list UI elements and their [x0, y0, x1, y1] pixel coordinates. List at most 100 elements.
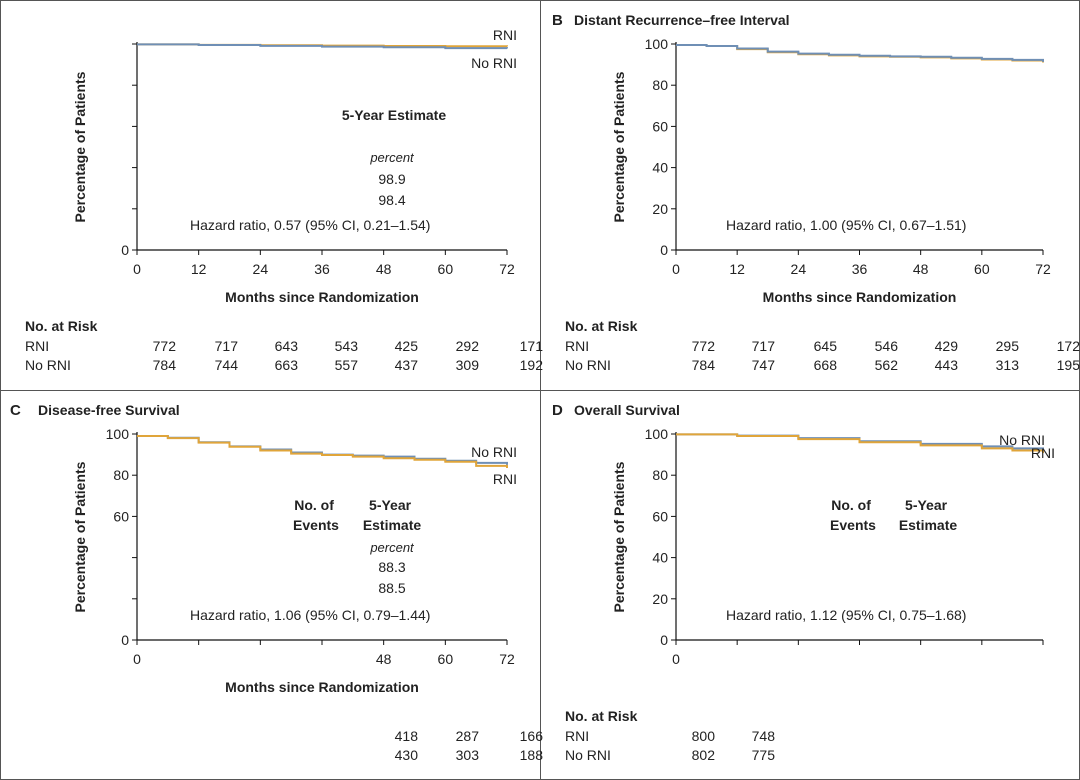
panel-a-risk-cell: 772: [152, 338, 176, 354]
panel-a-risk-cell: 192: [519, 357, 543, 373]
panel-b-x-tick-label: 36: [852, 261, 868, 277]
panel-d-letter: D: [552, 402, 563, 419]
panel-c-series-rni-line: [137, 435, 508, 468]
panel-d-hazard-ratio: Hazard ratio, 1.12 (95% CI, 0.75–1.68): [726, 607, 966, 623]
panel-d-risk-row: RNI 800 748: [565, 728, 1060, 747]
panel-a-x-tick-label: 0: [133, 261, 141, 277]
panel-d-risk-cell: 802: [691, 747, 715, 763]
panel-a-risk-cell: 309: [455, 357, 479, 373]
panel-b-y-tick-label: 0: [660, 242, 668, 258]
panel-c-legend-col1-header-line2: Events: [293, 517, 339, 533]
panel-c-risk-title: [25, 708, 520, 728]
panel-b-x-tick-label: 60: [974, 261, 990, 277]
panel-b-risk-cell: 772: [691, 338, 715, 354]
panel-c-legend-value-no-rni: 88.3: [378, 559, 405, 575]
panel-c-legend-col1-header: No. of Events: [293, 497, 339, 533]
panel-d-risk-table: No. at Risk RNI 800 748 No RNI 802 775: [565, 708, 1060, 766]
panel-d-y-tick-label: 80: [652, 467, 668, 483]
panel-b-risk-cell: 717: [751, 338, 775, 354]
panel-d: D Overall Survival 0 20 40 60 80 100 0 Percenta…: [540, 390, 1080, 780]
panel-b-risk-cell: 313: [995, 357, 1019, 373]
panel-b-risk-cell: 429: [934, 338, 958, 354]
panel-b-risk-cell: 747: [751, 357, 775, 373]
panel-d-risk-row: No RNI 802 775: [565, 747, 1060, 766]
panel-a-series-no-rni-line: [137, 43, 508, 50]
panel-b-risk-cell: 668: [813, 357, 837, 373]
panel-a-risk-row: RNI 772 717 643 543 425 292 171: [25, 338, 543, 357]
panel-d-chart: D Overall Survival 0 20 40 60 80 100 0 Percenta…: [552, 402, 1055, 667]
panel-a-risk-title: No. at Risk: [25, 318, 98, 334]
panel-c-legend-col2-header: 5-Year Estimate: [363, 497, 422, 533]
panel-a-risk-cell: 784: [152, 357, 176, 373]
panel-c-hazard-ratio: Hazard ratio, 1.06 (95% CI, 0.79–1.44): [190, 607, 430, 623]
panel-a-risk-row-label: No RNI: [25, 357, 71, 373]
horizontal-divider: [0, 390, 1080, 391]
panel-c-letter: C: [10, 402, 21, 419]
panel-b-letter: B: [552, 12, 563, 29]
panel-b-y-tick-label: 100: [645, 36, 669, 52]
panel-b-plot: 0 20 40 60 80 100 0 12 24 36 48 60 72 Percentage of P…: [611, 36, 1051, 305]
panel-b-risk-cell: 562: [874, 357, 898, 373]
panel-b-y-tick-label: 80: [652, 77, 668, 93]
panel-c-risk-table: 418 287 166 430 303 188: [25, 708, 543, 766]
panel-c-series-label-no-rni: No RNI: [471, 444, 517, 460]
panel-b-risk-cell: 295: [995, 338, 1019, 354]
panel-a-x-tick-label: 36: [314, 261, 330, 277]
panel-d-series-rni-line: [676, 433, 1044, 453]
panel-d-legend-col2-header-line1: 5-Year: [905, 497, 948, 513]
panel-a-risk-cell: 171: [519, 338, 543, 354]
panel-a-legend-value-no-rni: 98.4: [378, 192, 405, 208]
panel-c-risk-cell: 303: [455, 747, 479, 763]
panel-c-chart: C Disease-free Survival 0 60 80 100 0 48 60 72 P…: [10, 402, 517, 695]
panel-b-y-tick-label: 60: [652, 118, 668, 134]
panel-d-legend-col2-header: 5-Year Estimate: [899, 497, 958, 533]
panel-b-risk-cell: 645: [813, 338, 837, 354]
panel-a-legend-value-rni: 98.9: [378, 171, 405, 187]
panel-c-y-tick-label: 0: [121, 632, 129, 648]
panel-a-risk-row-label: RNI: [25, 338, 50, 354]
panel-d-legend-col1-header: No. of Events: [830, 497, 876, 533]
panel-b-chart: B Distant Recurrence–free Interval 0 20 40…: [552, 12, 1051, 305]
panel-d-legend-col1-header-line1: No. of: [831, 497, 871, 513]
panel-d-legend-col2-header-line2: Estimate: [899, 517, 958, 533]
panel-a-series-label-rni: RNI: [493, 27, 517, 43]
panel-d-y-tick-label: 0: [660, 632, 668, 648]
panel-a-risk-cell: 425: [394, 338, 418, 354]
panel-a-hazard-ratio: Hazard ratio, 0.57 (95% CI, 0.21–1.54): [190, 217, 430, 233]
panel-c-x-tick-label: 48: [376, 651, 392, 667]
panel-d-y-tick-label: 20: [652, 591, 668, 607]
panel-b-x-axis-label: Months since Randomization: [763, 289, 957, 305]
panel-d-risk-row-label: RNI: [565, 728, 590, 744]
panel-b-x-tick-label: 24: [791, 261, 807, 277]
panel-c: C Disease-free Survival 0 60 80 100 0 48 60 72 P…: [0, 390, 543, 780]
panel-a-risk-table: No. at Risk RNI 772 717 643 543 425 292 171 No RN…: [25, 318, 543, 376]
panel-d-y-tick-label: 40: [652, 550, 668, 566]
panel-a-x-tick-label: 60: [438, 261, 454, 277]
panel-b-x-tick-label: 72: [1035, 261, 1051, 277]
panel-c-x-axis-label: Months since Randomization: [225, 679, 419, 695]
panel-c-x-tick-label: 0: [133, 651, 141, 667]
panel-d-risk-cell: 748: [751, 728, 775, 744]
panel-a-risk-row: No RNI 784 744 663 557 437 309 192: [25, 357, 543, 376]
panel-b: B Distant Recurrence–free Interval 0 20 40…: [540, 0, 1080, 390]
panel-d-series-label-no-rni: No RNI: [999, 432, 1045, 448]
panel-b-hazard-ratio: Hazard ratio, 1.00 (95% CI, 0.67–1.51): [726, 217, 966, 233]
panel-a-risk-cell: 557: [334, 357, 358, 373]
panel-a-x-tick-label: 12: [191, 261, 207, 277]
panel-a-x-axis-label: Months since Randomization: [225, 289, 419, 305]
panel-a-legend-col2-header: 5-Year Estimate: [342, 107, 446, 123]
panel-d-title: Overall Survival: [574, 402, 680, 418]
panel-b-risk-row: No RNI 784 747 668 562 443 313 195: [565, 357, 1080, 376]
panel-b-risk-row-label: No RNI: [565, 357, 611, 373]
panel-a-series-label-no-rni: No RNI: [471, 55, 517, 71]
panel-b-x-tick-label: 12: [729, 261, 745, 277]
panel-a-x-tick-label: 48: [376, 261, 392, 277]
panel-a: 0 0 12 24 36 48 60 72 Percentage of Patients Mont…: [0, 0, 543, 390]
panel-c-title: Disease-free Survival: [38, 402, 180, 418]
panel-b-risk-cell: 784: [691, 357, 715, 373]
panel-d-y-axis-label: Percentage of Patients: [611, 461, 627, 612]
frame-border-left: [0, 0, 1, 780]
panel-d-legend-col1-header-line2: Events: [830, 517, 876, 533]
panel-d-y-tick-label: 60: [652, 508, 668, 524]
panel-c-series-label-rni: RNI: [493, 471, 517, 487]
